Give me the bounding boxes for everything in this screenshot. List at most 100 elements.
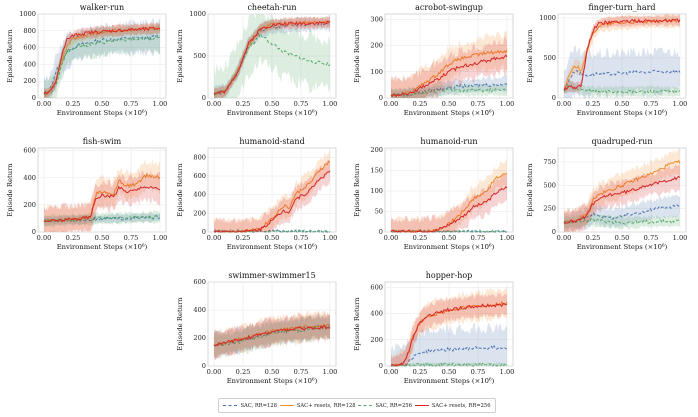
y-tick-label: 0 (379, 94, 383, 102)
x-tick-label: 1.00 (500, 100, 515, 108)
subplot-title: acrobot-swingup (415, 3, 483, 12)
y-tick-label: 1000 (539, 14, 556, 22)
subplot-walker-run: 0 200 400 600 800 1000 0.00 0.25 0.50 0.75 1.00 wal… (6, 3, 167, 117)
x-tick-label: 1.00 (323, 368, 338, 376)
x-tick-label: 1.00 (153, 100, 168, 108)
series-line-sac-resets-rr-256 (390, 54, 508, 98)
band-sac-resets-rr-256 (44, 170, 160, 232)
y-tick-label: 600 (193, 172, 206, 180)
y-axis-label: Episode Return (6, 29, 14, 83)
band-sac-resets-rr-256 (214, 159, 330, 232)
legend-item: SAC, RR=128 (223, 403, 277, 409)
x-tick-label: 0.00 (384, 368, 399, 376)
x-tick-label: 0.00 (384, 234, 399, 242)
series-line-sac-resets-rr-128 (563, 18, 681, 89)
x-tick-label: 0.75 (471, 234, 486, 242)
series-line-sac-resets-rr-256 (390, 302, 508, 367)
x-tick-label: 0.25 (236, 368, 251, 376)
x-axis-label: Environment Steps (×10⁶) (404, 109, 495, 117)
series-line-sac-resets-rr-256 (213, 324, 331, 347)
y-tick-label: 1000 (19, 10, 36, 18)
y-tick-label: 1000 (189, 10, 206, 18)
band-sac-rr-256 (44, 210, 160, 228)
x-tick-label: 1.00 (673, 234, 688, 242)
series-line-sac-rr-256 (563, 84, 681, 94)
y-axis-label: Episode Return (353, 29, 361, 83)
band-sac-resets-rr-128 (44, 21, 160, 98)
y-tick-label: 800 (193, 153, 206, 161)
x-tick-label: 0.75 (124, 100, 139, 108)
series-line-sac-resets-rr-128 (390, 173, 508, 233)
band-sac-resets-rr-128 (564, 148, 680, 232)
x-tick-label: 0.00 (207, 234, 222, 242)
series-line-sac-rr-256 (390, 87, 508, 98)
subplot-fish-swim: 0 200 400 600 0.00 0.25 0.50 0.75 1.00 fish-swim E… (6, 137, 167, 251)
x-tick-label: 0.75 (471, 368, 486, 376)
series-line-sac-resets-rr-256 (213, 20, 331, 95)
y-tick-label: 250 (543, 205, 556, 213)
x-tick-label: 1.00 (323, 100, 338, 108)
y-tick-label: 50 (375, 208, 383, 216)
y-axis-label: Episode Return (176, 297, 184, 351)
series-line-sac-resets-rr-256 (563, 175, 681, 224)
band-sac-resets-rr-256 (391, 292, 507, 366)
band-sac-rr-256 (214, 14, 330, 98)
y-tick-label: 400 (23, 60, 36, 68)
x-tick-label: 0.50 (95, 100, 110, 108)
y-tick-label: 0 (202, 94, 206, 102)
y-tick-label: 200 (370, 146, 383, 154)
y-axis-label: Episode Return (353, 163, 361, 217)
y-tick-label: 0 (379, 228, 383, 236)
series-line-sac-rr-128 (390, 82, 508, 98)
y-tick-label: 600 (23, 44, 36, 52)
x-axis-label: Environment Steps (×10⁶) (404, 377, 495, 385)
y-tick-label: 0 (32, 228, 36, 236)
legend-item: SAC, RR=256 (358, 403, 412, 409)
x-axis-label: Environment Steps (×10⁶) (227, 109, 318, 117)
series-line-sac-resets-rr-256 (213, 170, 331, 233)
x-tick-label: 0.50 (615, 100, 630, 108)
x-tick-label: 0.75 (644, 100, 659, 108)
subplot-humanoid-stand: 0 200 400 600 800 0.00 0.25 0.50 0.75 1.00 humanoi… (176, 137, 337, 251)
y-tick-label: 0 (552, 228, 556, 236)
y-axis-label: Episode Return (176, 163, 184, 217)
x-tick-label: 0.50 (442, 368, 457, 376)
legend-item: SAC+ resets, RR=128 (279, 403, 356, 409)
band-sac-rr-128 (564, 45, 680, 98)
y-tick-label: 500 (543, 54, 556, 62)
y-tick-label: 150 (370, 167, 383, 175)
y-tick-label: 200 (23, 201, 36, 209)
x-tick-label: 0.50 (442, 100, 457, 108)
legend-swatch-sac-128 (223, 405, 238, 406)
x-tick-label: 0.25 (413, 100, 428, 108)
y-axis-label: Episode Return (526, 163, 534, 217)
subplot-title: hopper-hop (426, 271, 473, 280)
y-axis-label: Episode Return (353, 297, 361, 351)
y-tick-label: 400 (193, 191, 206, 199)
band-sac-resets-rr-256 (564, 14, 680, 95)
y-tick-label: 400 (370, 310, 383, 318)
series-line-sac-rr-256 (390, 362, 508, 368)
band-sac-rr-256 (214, 314, 330, 360)
legend-item: SAC+ resets, RR=256 (414, 403, 491, 409)
y-axis-label: Episode Return (526, 29, 534, 83)
series-line-sac-resets-rr-128 (43, 26, 161, 96)
y-tick-label: 300 (370, 15, 383, 23)
y-tick-label: 0 (202, 228, 206, 236)
series-line-sac-resets-rr-256 (43, 185, 161, 223)
y-tick-label: 750 (543, 158, 556, 166)
legend-swatch-sac-resets-128 (279, 405, 294, 406)
y-tick-label: 600 (193, 278, 206, 286)
subplot-cheetah-run: 0 500 1000 0.00 0.25 0.50 0.75 1.00 cheetah-run E… (176, 3, 337, 117)
x-tick-label: 0.75 (294, 368, 309, 376)
band-sac-resets-rr-256 (214, 311, 330, 361)
band-sac-rr-256 (564, 80, 680, 98)
x-tick-label: 0.75 (294, 234, 309, 242)
band-sac-rr-256 (391, 83, 507, 98)
series-line-sac-resets-rr-256 (43, 26, 160, 95)
band-sac-resets-rr-128 (391, 157, 507, 232)
band-sac-rr-256 (44, 22, 160, 99)
y-tick-label: 200 (370, 42, 383, 50)
band-sac-resets-rr-256 (391, 174, 507, 232)
